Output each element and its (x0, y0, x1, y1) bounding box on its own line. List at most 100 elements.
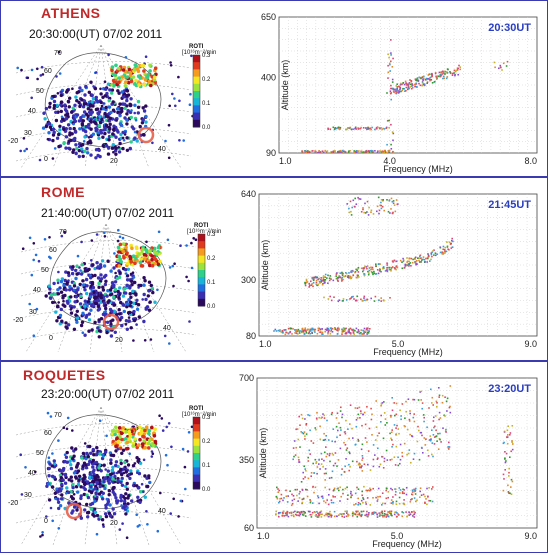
roti-point (115, 119, 118, 122)
roti-point (89, 451, 93, 455)
roti-point (23, 149, 26, 153)
trace-point (337, 280, 339, 282)
trace-point (370, 211, 372, 213)
trace-point (405, 82, 407, 84)
trace-point (445, 428, 447, 431)
trace-point (304, 418, 306, 420)
trace-point (444, 252, 446, 254)
trace-point (372, 150, 374, 152)
trace-point (416, 86, 418, 88)
roti-point (19, 149, 22, 153)
roti-point (144, 297, 148, 302)
trace-point (290, 504, 293, 507)
trace-point (431, 255, 433, 258)
trace-point (369, 127, 371, 129)
trace-point (375, 400, 377, 402)
map-coord-label: 70 (54, 412, 62, 419)
trace-point (421, 84, 423, 87)
trace-point (279, 329, 281, 331)
trace-point (428, 487, 430, 489)
trace-point (363, 267, 366, 269)
roti-point (128, 70, 133, 75)
trace-point (292, 458, 294, 461)
trace-point (335, 273, 338, 275)
roti-point (153, 257, 158, 262)
trace-point (421, 402, 424, 404)
trace-point (390, 87, 392, 90)
roti-point (148, 301, 151, 304)
roti-point (30, 96, 33, 100)
trace-point (333, 296, 335, 298)
trace-point (373, 511, 375, 513)
trace-point (281, 329, 284, 332)
trace-point (389, 432, 391, 435)
trace-point (412, 515, 414, 517)
trace-point (431, 500, 434, 503)
roti-point (143, 78, 148, 82)
roti-point (47, 474, 51, 478)
trace-point (391, 212, 394, 215)
roti-point (127, 319, 131, 323)
roti-point (77, 474, 82, 478)
trace-point (395, 433, 398, 435)
trace-point (362, 270, 364, 273)
roti-point (79, 494, 83, 498)
trace-point (387, 491, 390, 493)
roti-point (120, 504, 123, 507)
roti-point (65, 326, 69, 330)
map-coord-label: 70 (54, 50, 62, 57)
trace-point (318, 416, 320, 419)
roti-point (165, 425, 168, 429)
trace-point (426, 81, 429, 83)
roti-point (55, 136, 60, 140)
trace-point (392, 150, 394, 153)
trace-point (364, 423, 367, 426)
trace-point (295, 446, 297, 449)
roti-point (84, 456, 88, 461)
trace-point (305, 279, 308, 282)
trace-point (374, 273, 377, 275)
trace-point (331, 470, 334, 473)
roti-point (74, 143, 78, 147)
roti-point (110, 146, 115, 150)
roti-point (68, 131, 72, 135)
roti-point (85, 291, 89, 296)
trace-point (366, 329, 369, 331)
trace-point (368, 150, 370, 152)
trace-point (317, 496, 320, 499)
trace-point (428, 73, 431, 75)
trace-point (453, 69, 456, 72)
trace-point (368, 272, 370, 274)
roti-point (55, 103, 59, 108)
roti-point (100, 104, 104, 108)
trace-point (383, 460, 386, 463)
trace-point (364, 202, 366, 205)
trace-point (326, 453, 329, 455)
roti-point (136, 99, 141, 104)
trace-point (402, 257, 404, 260)
trace-point (397, 464, 400, 467)
trace-point (307, 150, 309, 153)
roti-point (43, 117, 47, 121)
roti-point (75, 99, 79, 103)
roti-point (52, 103, 57, 108)
trace-point (278, 512, 280, 514)
roti-point (169, 64, 173, 67)
trace-point (381, 128, 383, 131)
trace-point (332, 428, 335, 430)
trace-point (290, 512, 293, 514)
trace-point (350, 271, 353, 274)
trace-point (386, 267, 388, 269)
roti-point (141, 118, 145, 122)
roti-point (150, 263, 155, 268)
trace-point (380, 127, 383, 129)
trace-point (338, 422, 340, 424)
roti-point (63, 473, 68, 477)
trace-point (429, 76, 432, 79)
trace-point (350, 492, 352, 495)
trace-point (366, 515, 369, 518)
trace-point (347, 276, 349, 278)
trace-point (420, 399, 422, 401)
trace-point (436, 253, 439, 255)
trace-point (304, 328, 306, 330)
